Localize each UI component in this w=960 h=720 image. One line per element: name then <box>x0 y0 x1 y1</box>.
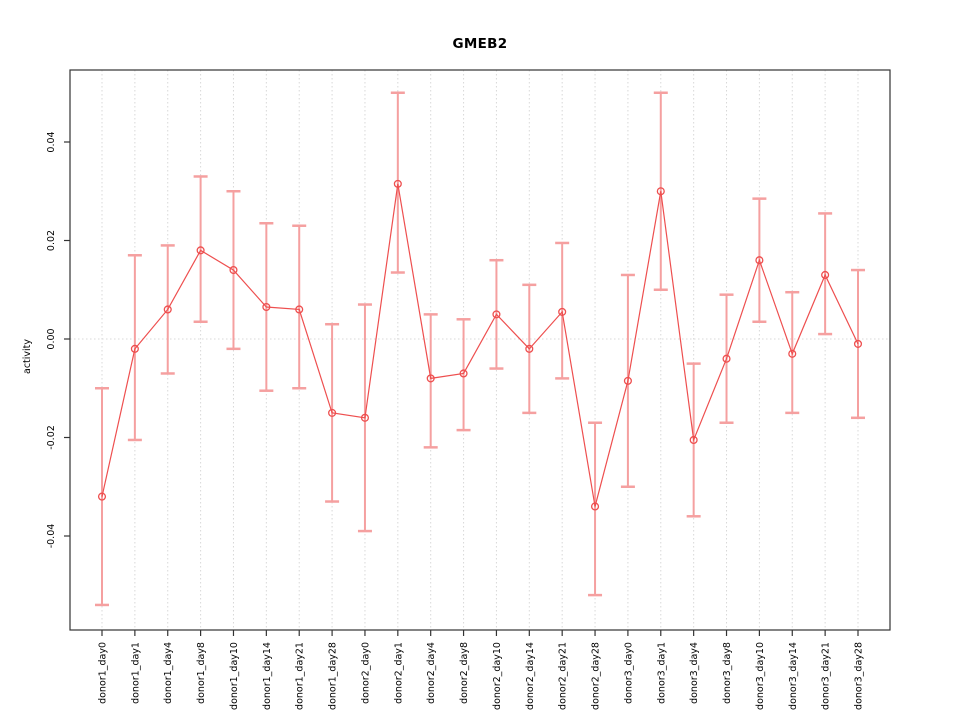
data-point <box>853 339 863 348</box>
x-tick-label: donor1_day10 <box>229 642 240 710</box>
x-tick-label: donor3_day21 <box>821 642 832 710</box>
data-point <box>689 435 698 445</box>
data-point <box>722 354 731 363</box>
x-tick-label: donor2_day21 <box>558 642 569 710</box>
data-point <box>229 265 238 275</box>
data-point <box>525 344 534 353</box>
data-point <box>426 374 435 383</box>
plot-border <box>69 69 891 631</box>
x-tick-label: donor2_day4 <box>426 642 437 704</box>
x-tick-label: donor3_day14 <box>788 642 799 710</box>
x-tick-label: donor1_day8 <box>196 642 207 704</box>
x-tick-label: donor3_day1 <box>656 642 667 704</box>
data-point <box>262 302 271 312</box>
x-tick-label: donor2_day1 <box>393 642 404 704</box>
data-point <box>492 310 501 319</box>
x-tick-label: donor3_day10 <box>755 642 766 710</box>
x-tick-label: donor2_day0 <box>360 642 371 704</box>
y-tick-label: 0.00 <box>46 328 57 349</box>
y-tick-label: -0.04 <box>46 524 57 549</box>
x-tick-label: donor2_day10 <box>492 642 503 710</box>
data-point <box>821 270 830 280</box>
data-point <box>130 344 139 353</box>
data-point <box>459 369 468 378</box>
y-tick-label: 0.04 <box>46 131 57 152</box>
x-tick-label: donor1_day21 <box>295 642 306 710</box>
series-line <box>101 183 859 507</box>
data-point <box>328 408 337 417</box>
data-point <box>623 376 632 385</box>
data-point <box>788 349 797 358</box>
x-tick-label: donor3_day0 <box>623 642 634 704</box>
data-point <box>360 413 370 422</box>
data-point <box>590 502 600 511</box>
y-tick-label: 0.02 <box>46 230 57 251</box>
data-point <box>97 492 107 501</box>
x-tick-label: donor2_day28 <box>591 642 602 710</box>
x-tick-label: donor1_day14 <box>262 642 273 710</box>
y-tick-label: -0.02 <box>46 425 57 450</box>
chart-title: GMEB2 <box>452 36 508 52</box>
x-tick-label: donor1_day4 <box>163 642 174 704</box>
x-tick-label: donor3_day4 <box>689 642 700 704</box>
x-tick-label: donor3_day8 <box>722 642 733 704</box>
x-tick-label: donor1_day28 <box>328 642 339 710</box>
x-tick-label: donor3_day28 <box>854 642 865 710</box>
x-tick-label: donor2_day14 <box>525 642 536 710</box>
data-point <box>393 179 402 188</box>
data-point <box>558 307 567 316</box>
x-tick-label: donor1_day1 <box>130 642 141 704</box>
data-point <box>295 305 304 314</box>
data-point <box>656 187 665 196</box>
data-point <box>163 305 172 314</box>
x-tick-label: donor1_day0 <box>98 642 109 704</box>
data-point <box>755 256 764 265</box>
data-point <box>196 246 205 255</box>
x-tick-label: donor2_day8 <box>459 642 470 704</box>
